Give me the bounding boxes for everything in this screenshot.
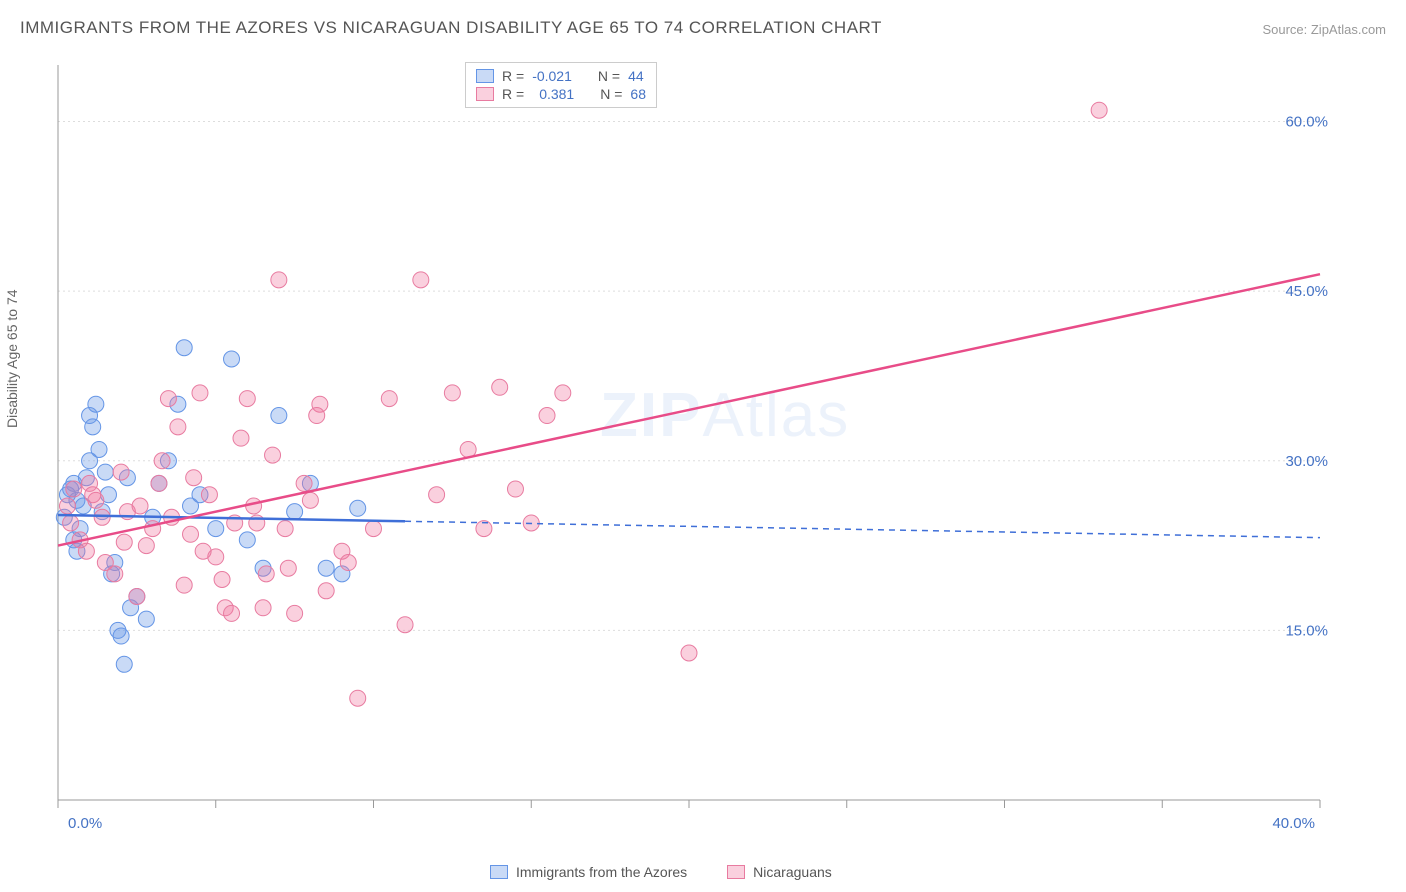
svg-text:45.0%: 45.0%	[1285, 283, 1328, 300]
legend-label-azores: Immigrants from the Azores	[516, 864, 687, 880]
chart-svg: 15.0% 30.0% 45.0% 60.0% 0.0% 40.0%	[50, 60, 1330, 830]
y-axis-label: Disability Age 65 to 74	[4, 289, 20, 428]
swatch-icon	[727, 865, 745, 879]
correlation-legend: R = -0.021 N = 44 R = 0.381 N = 68	[465, 62, 657, 108]
correlation-row-azores: R = -0.021 N = 44	[476, 67, 646, 85]
legend-item-azores: Immigrants from the Azores	[490, 864, 687, 880]
n-value-nicaraguans: 68	[630, 86, 646, 102]
swatch-nicaraguans	[476, 87, 494, 101]
series-legend: Immigrants from the Azores Nicaraguans	[490, 864, 832, 880]
correlation-row-nicaraguans: R = 0.381 N = 68	[476, 85, 646, 103]
legend-item-nicaraguans: Nicaraguans	[727, 864, 832, 880]
svg-text:15.0%: 15.0%	[1285, 622, 1328, 639]
source-label: Source: ZipAtlas.com	[1262, 22, 1386, 37]
swatch-azores	[476, 69, 494, 83]
chart-plot-area: 15.0% 30.0% 45.0% 60.0% 0.0% 40.0%	[50, 60, 1330, 830]
r-label: R =	[502, 68, 524, 84]
r-value-nicaraguans: 0.381	[532, 86, 574, 102]
swatch-icon	[490, 865, 508, 879]
svg-text:0.0%: 0.0%	[68, 815, 102, 830]
svg-text:60.0%: 60.0%	[1285, 114, 1328, 131]
legend-label-nicaraguans: Nicaraguans	[753, 864, 832, 880]
chart-title: IMMIGRANTS FROM THE AZORES VS NICARAGUAN…	[20, 18, 882, 38]
n-label: N =	[598, 68, 620, 84]
r-label: R =	[502, 86, 524, 102]
r-value-azores: -0.021	[532, 68, 572, 84]
svg-text:40.0%: 40.0%	[1272, 815, 1315, 830]
n-label: N =	[600, 86, 622, 102]
svg-text:30.0%: 30.0%	[1285, 453, 1328, 470]
n-value-azores: 44	[628, 68, 644, 84]
